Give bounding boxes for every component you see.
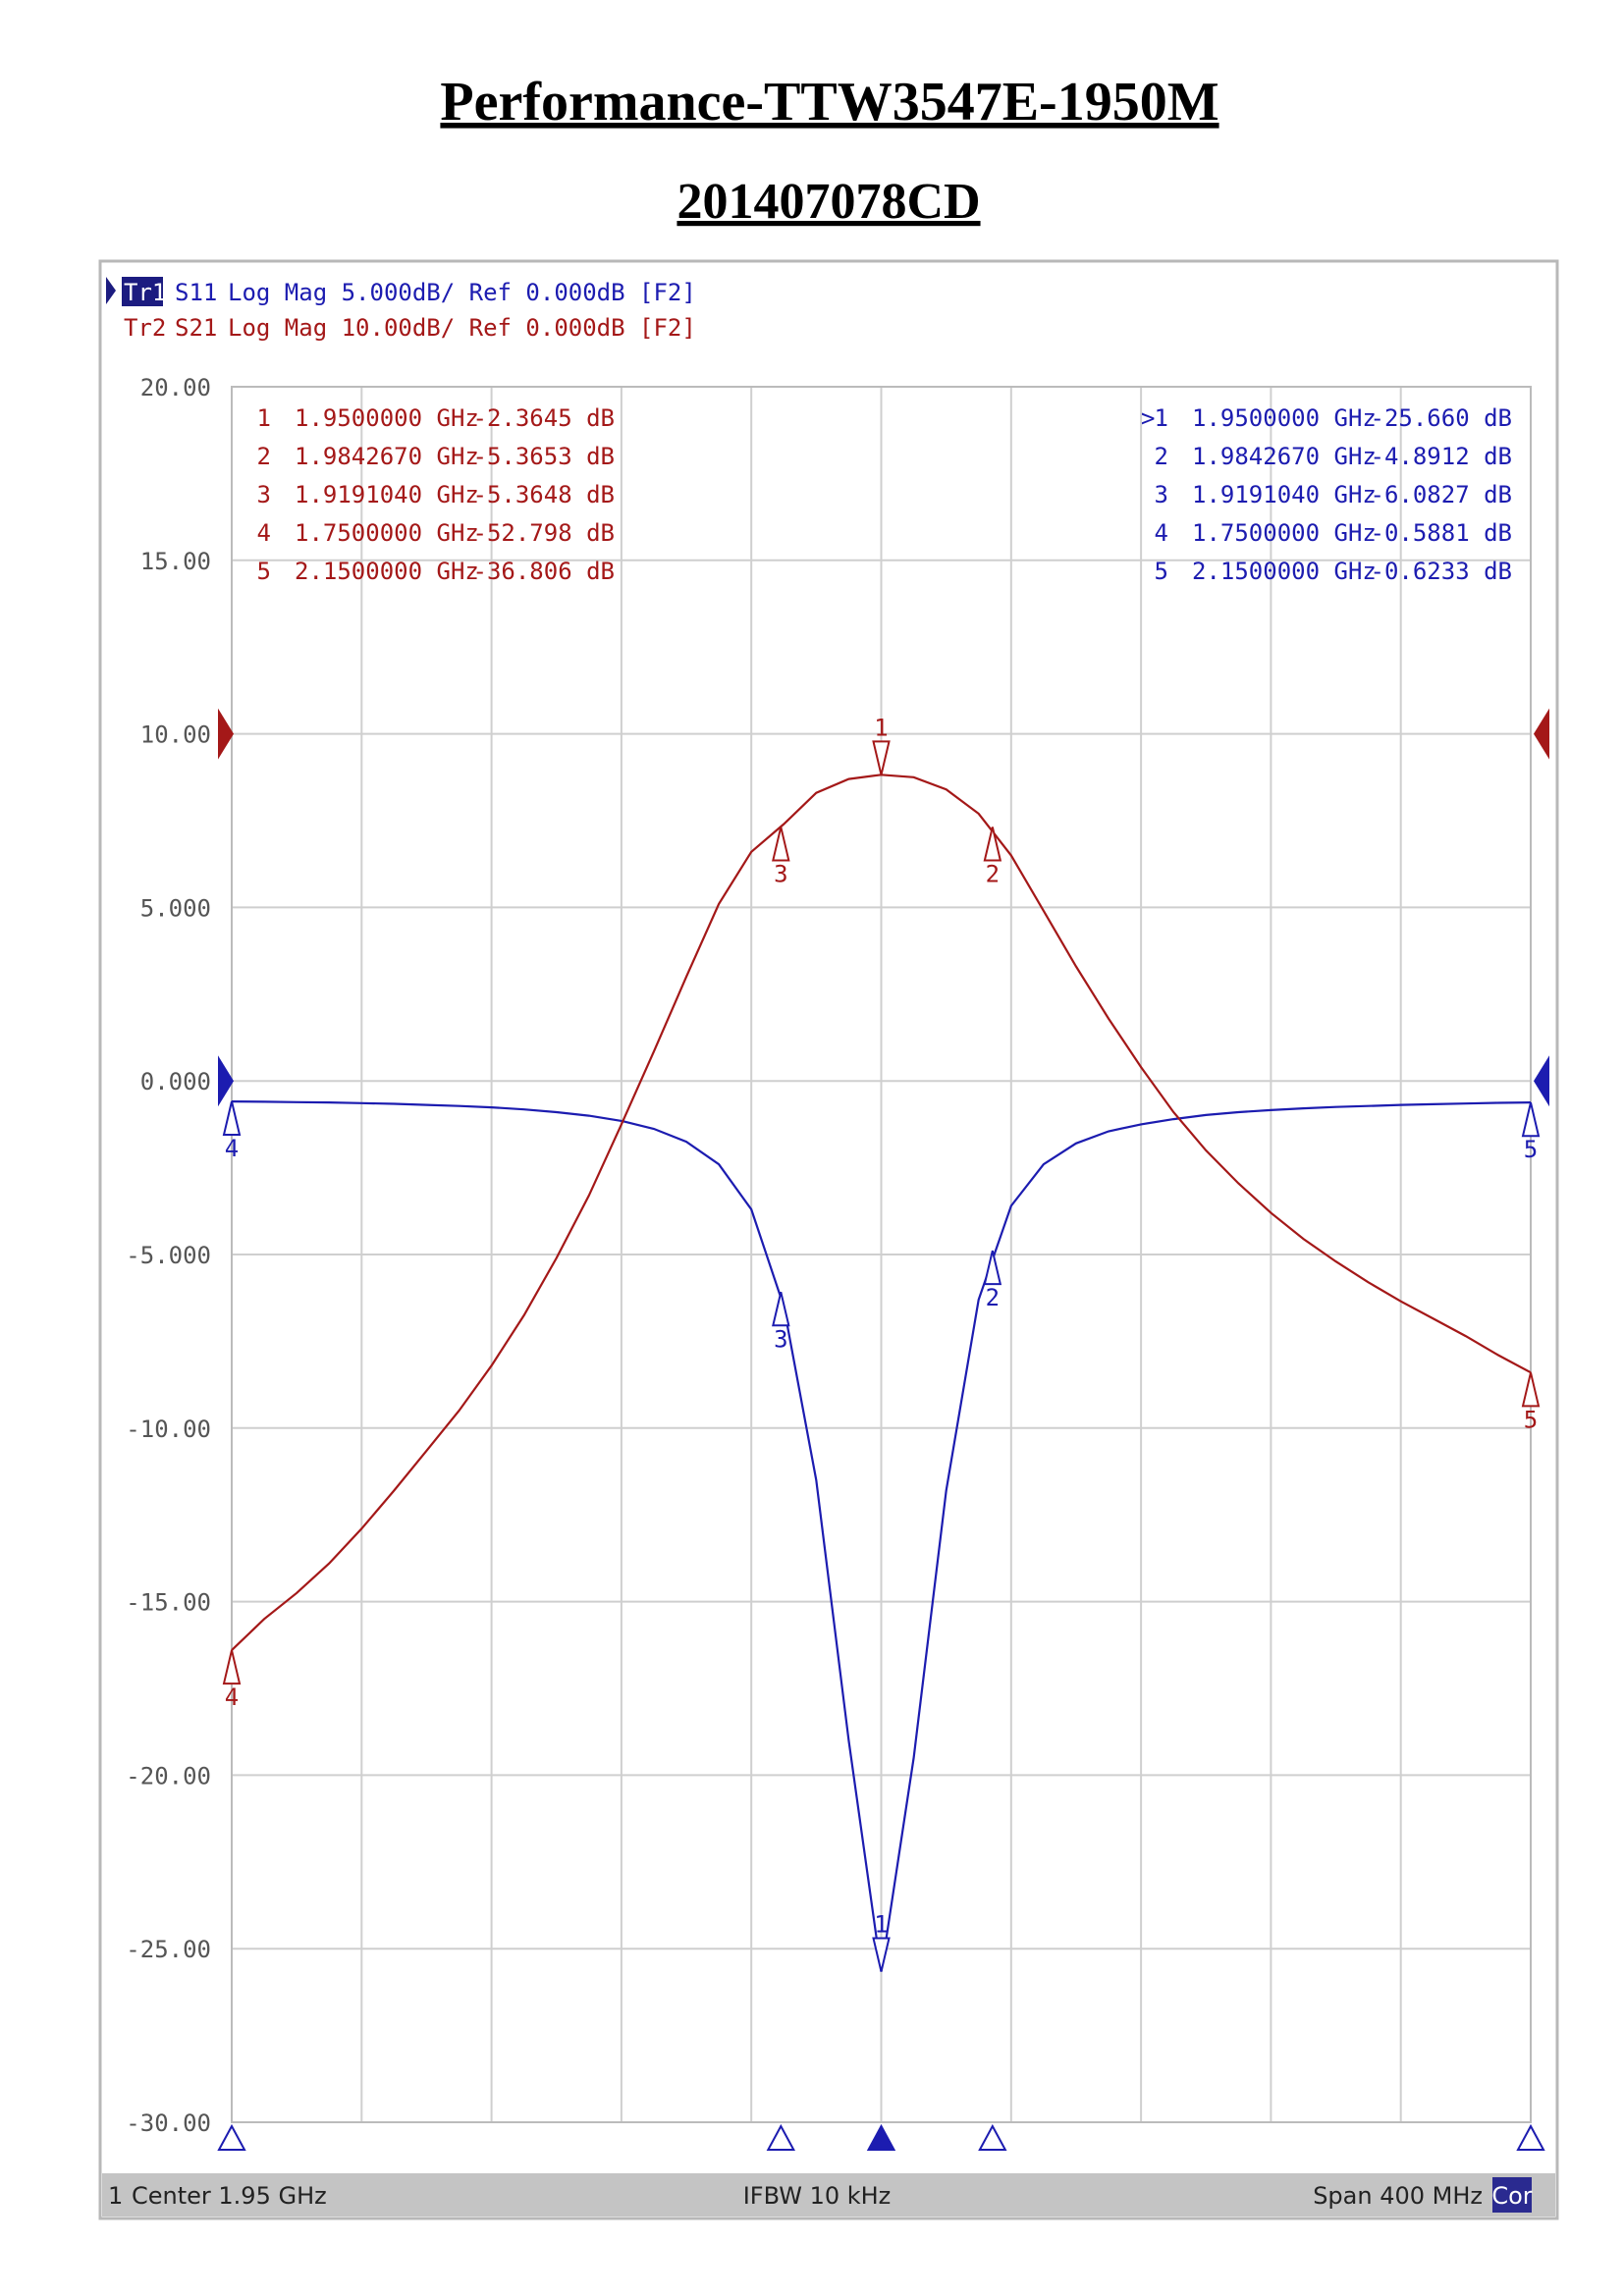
marker-table-freq: 2.1500000 GHz (1192, 558, 1377, 585)
trace-param: S21 (175, 314, 217, 342)
marker-table-freq: 1.9500000 GHz (295, 404, 479, 432)
stimulus-marker (866, 2123, 896, 2151)
trace-id: Tr1 (124, 279, 166, 306)
footer-center: Center 1.95 GHz (132, 2182, 327, 2210)
stimulus-marker (766, 2123, 795, 2151)
marker-table-freq: 1.9842670 GHz (1192, 443, 1377, 470)
page-subtitle: 201407078CD (677, 174, 980, 230)
marker-flag (983, 827, 1002, 862)
marker-table-freq: 1.7500000 GHz (1192, 519, 1377, 547)
trace-format: Log Mag 10.00dB/ Ref 0.000dB [F2] (228, 314, 696, 342)
marker-flag (872, 740, 891, 775)
marker-table-freq: 1.9191040 GHz (1192, 481, 1377, 508)
marker-flag-label: 2 (986, 860, 1000, 887)
marker-table-id: 2 (257, 443, 271, 470)
footer-span: Span 400 MHz (1313, 2182, 1483, 2210)
marker-table-id: 5 (1155, 558, 1168, 585)
marker-table-value: -4.8912 dB (1371, 443, 1513, 470)
marker-table-value: -5.3648 dB (473, 481, 616, 508)
marker-flag-label: 4 (225, 1683, 239, 1711)
trace-id: Tr2 (124, 314, 166, 342)
marker-flag (222, 1100, 242, 1136)
y-tick-label: -10.00 (126, 1415, 211, 1443)
marker-table-id: 2 (1155, 443, 1168, 470)
marker-table-value: -2.3645 dB (473, 404, 616, 432)
marker-table-value: -0.5881 dB (1371, 519, 1513, 547)
trace-format: Log Mag 5.000dB/ Ref 0.000dB [F2] (228, 279, 696, 306)
marker-table-value: -52.798 dB (473, 519, 616, 547)
marker-table-freq: 1.9842670 GHz (295, 443, 479, 470)
analyzer-frame (98, 259, 1559, 2220)
marker-flag (222, 1649, 242, 1685)
marker-table-freq: 1.7500000 GHz (295, 519, 479, 547)
marker-table-id: 5 (257, 558, 271, 585)
footer-cor: Cor (1491, 2182, 1532, 2210)
marker-table-id: 1 (257, 404, 271, 432)
marker-table-id: 3 (257, 481, 271, 508)
plot-border (231, 386, 1532, 2123)
marker-table-value: -36.806 dB (473, 558, 616, 585)
marker-table-value: -0.6233 dB (1371, 558, 1513, 585)
y-tick-label: -20.00 (126, 1762, 211, 1789)
ref-arrow-left (218, 708, 234, 760)
marker-flag-label: 2 (986, 1284, 1000, 1311)
marker-table-value: -5.3653 dB (473, 443, 616, 470)
marker-table-id: 1 (1155, 404, 1168, 432)
y-tick-label: -5.000 (126, 1242, 211, 1269)
marker-flag-label: 5 (1524, 1136, 1538, 1163)
marker-flag-label: 3 (774, 1325, 787, 1353)
marker-table-freq: 2.1500000 GHz (295, 558, 479, 585)
marker-flag-label: 4 (225, 1135, 239, 1162)
page-title: Performance-TTW3547E-1950M (440, 72, 1218, 133)
y-tick-label: -15.00 (126, 1589, 211, 1617)
marker-flag (772, 1292, 790, 1327)
y-tick-label: 5.000 (140, 894, 211, 922)
active-trace-arrow (106, 277, 116, 304)
footer-cor-box (1492, 2177, 1532, 2213)
ref-arrow-left (218, 1055, 234, 1107)
marker-table-id: 4 (1155, 519, 1168, 547)
marker-table-freq: 1.9191040 GHz (295, 481, 479, 508)
trace-param: S11 (175, 279, 217, 306)
y-tick-label: -30.00 (126, 2109, 211, 2137)
marker-flag-label: 3 (774, 860, 787, 887)
marker-flag (772, 827, 790, 862)
y-tick-label: -25.00 (126, 1936, 211, 1963)
marker-flag (1521, 1102, 1541, 1138)
ref-arrow-right (1534, 1055, 1549, 1107)
active-trace-box (122, 277, 163, 306)
marker-table-freq: 1.9500000 GHz (1192, 404, 1377, 432)
stimulus-marker (217, 2123, 246, 2151)
marker-flag-label: 1 (874, 714, 888, 741)
marker-flag-label: 5 (1524, 1406, 1538, 1433)
footer-channel: 1 (108, 2182, 123, 2210)
stimulus-marker (1516, 2123, 1545, 2151)
marker-table-value: -6.0827 dB (1371, 481, 1513, 508)
y-tick-label: 10.00 (140, 721, 211, 749)
marker-table-id: 3 (1155, 481, 1168, 508)
marker-table-id: 4 (257, 519, 271, 547)
marker-flag (983, 1250, 1002, 1286)
marker-flag (1521, 1372, 1541, 1408)
y-tick-label: 0.000 (140, 1068, 211, 1095)
y-tick-label: 15.00 (140, 548, 211, 575)
marker-flag (872, 1937, 891, 1972)
marker-active: > (1141, 404, 1155, 432)
marker-table-value: -25.660 dB (1371, 404, 1513, 432)
stimulus-marker (978, 2123, 1007, 2151)
y-tick-label: 20.00 (140, 374, 211, 401)
footer-ifbw: IFBW 10 kHz (743, 2182, 892, 2210)
ref-arrow-right (1534, 708, 1549, 760)
marker-flag-label: 1 (874, 1911, 888, 1939)
footer-bar (102, 2173, 1555, 2216)
